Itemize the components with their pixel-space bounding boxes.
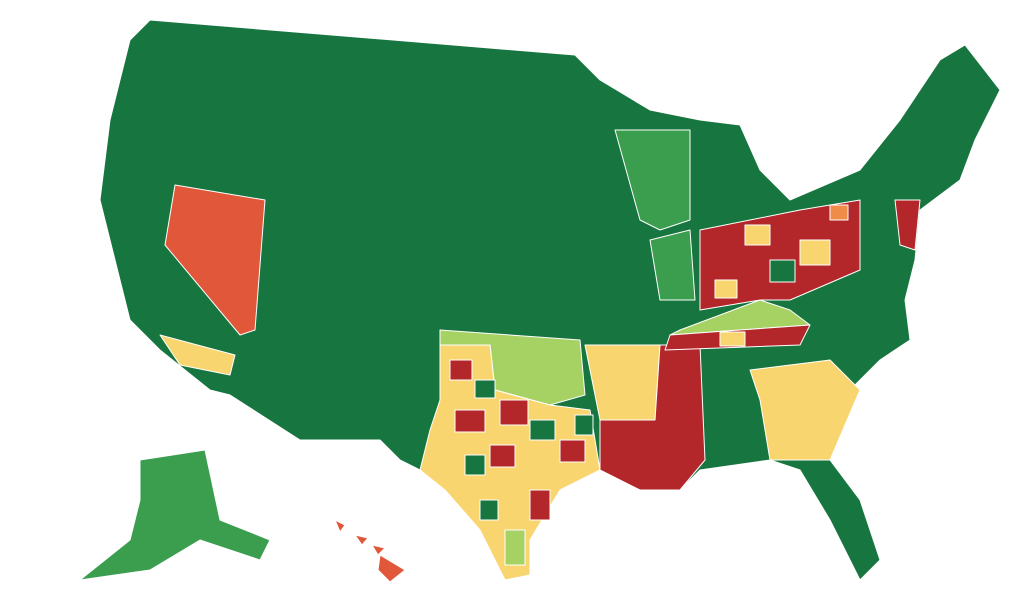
county-patch bbox=[449, 359, 473, 381]
hawaii bbox=[377, 554, 406, 583]
county-patch bbox=[454, 409, 486, 433]
region-yellow bbox=[159, 334, 236, 376]
county-patch bbox=[479, 499, 499, 521]
county-patch bbox=[744, 224, 771, 246]
county-patch bbox=[799, 239, 831, 266]
county-patch bbox=[474, 379, 496, 399]
county-patch bbox=[529, 419, 556, 441]
county-patch bbox=[504, 529, 526, 566]
alaska bbox=[79, 449, 271, 581]
region-kentucky bbox=[669, 299, 811, 336]
hawaii bbox=[371, 544, 386, 556]
county-patch bbox=[574, 414, 594, 436]
county-patch bbox=[719, 331, 746, 347]
region-new-jersey bbox=[894, 199, 921, 251]
county-patch bbox=[559, 439, 586, 463]
hawaii bbox=[334, 519, 346, 533]
county-patch bbox=[529, 489, 551, 521]
region-dark-red bbox=[599, 344, 706, 491]
hawaii bbox=[354, 534, 369, 546]
region-medium-green bbox=[649, 229, 696, 301]
region-georgia bbox=[749, 359, 861, 461]
county-patch bbox=[714, 279, 738, 299]
county-patch bbox=[499, 399, 529, 426]
region-ohio-valley bbox=[699, 199, 861, 311]
county-patch bbox=[769, 259, 796, 283]
county-patch bbox=[489, 444, 516, 468]
county-patch bbox=[464, 454, 486, 476]
county-patch bbox=[829, 204, 849, 221]
region-medium-green bbox=[614, 129, 691, 231]
region-nevada bbox=[164, 184, 266, 336]
